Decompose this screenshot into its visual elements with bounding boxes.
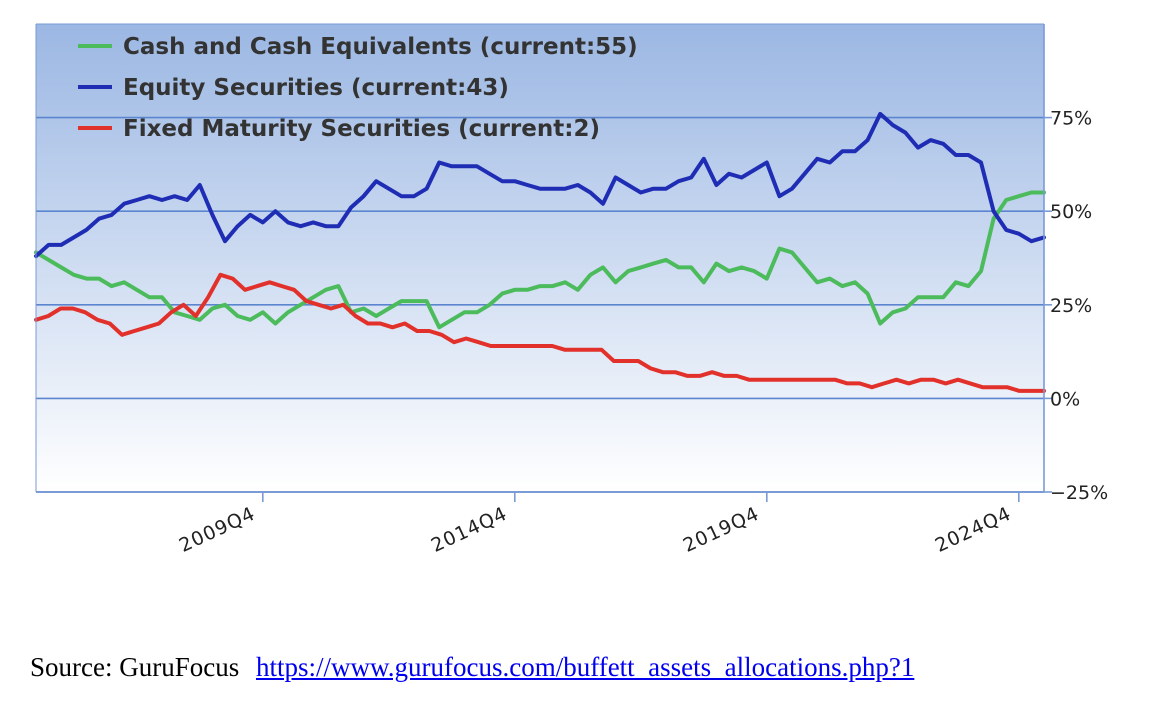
allocation-line-chart: 75%50%25%0%−25% 2009Q4 2014Q4 2019Q4 2024Q4… [34, 23, 1109, 610]
y-tick-label-3: 0% [1050, 388, 1080, 410]
y-tick-label-4: −25% [1050, 482, 1108, 504]
legend-label-0: Cash and Cash Equivalents (current:55) [123, 34, 638, 60]
axes [35, 23, 1052, 502]
plot-background [36, 24, 1044, 492]
series-line-2 [34, 272, 1046, 393]
y-tick-label-1: 50% [1050, 201, 1092, 223]
series-line-1 [34, 111, 1046, 259]
source-link[interactable]: https://www.gurufocus.com/buffett_assets… [255, 652, 915, 682]
y-tick-label-2: 25% [1050, 295, 1092, 317]
series-line-0 [34, 190, 1046, 330]
source-label: Source: GuruFocus [30, 652, 240, 682]
source-line: Source: GuruFocus https://www.gurufocus.… [30, 652, 914, 683]
legend-label-1: Equity Securities (current:43) [123, 75, 509, 101]
legend: Cash and Cash Equivalents (current:55) Eq… [78, 34, 638, 142]
outer-bottom-band [34, 492, 1044, 610]
legend-label-2: Fixed Maturity Securities (current:2) [123, 116, 600, 142]
series-lines [34, 111, 1046, 393]
gridlines [36, 116, 1044, 400]
y-tick-label-0: 75% [1050, 108, 1092, 130]
y-tick-labels: 75% 50% 25% 0% −25% [1050, 108, 1108, 504]
chart-container: 75% 50% 25% 0% −25% 2009Q4 2014Q4 2019Q4 2024Q4… [34, 23, 1109, 610]
